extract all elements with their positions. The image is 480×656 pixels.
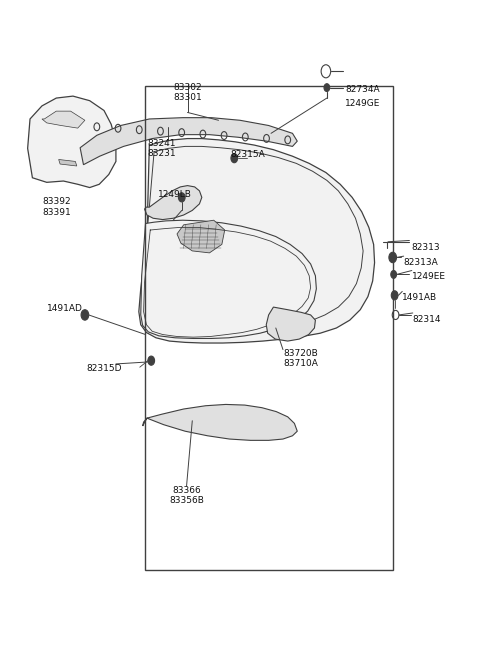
- Circle shape: [391, 291, 398, 300]
- Polygon shape: [80, 117, 297, 165]
- Circle shape: [231, 154, 238, 163]
- Polygon shape: [143, 405, 297, 440]
- Text: 1249LB: 1249LB: [158, 190, 192, 199]
- Text: 1491AD: 1491AD: [47, 304, 83, 313]
- Text: 1249EE: 1249EE: [412, 272, 446, 281]
- Polygon shape: [177, 220, 225, 253]
- Circle shape: [148, 356, 155, 365]
- Circle shape: [391, 270, 396, 278]
- Text: 83241
83231: 83241 83231: [147, 138, 176, 158]
- Text: 83366
83356B: 83366 83356B: [169, 486, 204, 506]
- Text: 82734A: 82734A: [345, 85, 380, 94]
- Text: 83392
83391: 83392 83391: [42, 197, 71, 216]
- Polygon shape: [266, 307, 315, 341]
- Polygon shape: [144, 186, 202, 220]
- Text: 83302
83301: 83302 83301: [173, 83, 202, 102]
- Polygon shape: [139, 138, 374, 343]
- Text: 83720B
83710A: 83720B 83710A: [283, 349, 318, 368]
- Polygon shape: [141, 220, 316, 338]
- Circle shape: [179, 193, 185, 202]
- Text: 82313A: 82313A: [404, 258, 438, 267]
- Circle shape: [389, 252, 396, 262]
- Text: 82315A: 82315A: [230, 150, 265, 159]
- Text: 82313: 82313: [412, 243, 441, 252]
- Text: 1491AB: 1491AB: [402, 293, 437, 302]
- Text: 82314: 82314: [413, 315, 441, 324]
- Text: 82315D: 82315D: [86, 364, 122, 373]
- Circle shape: [324, 84, 330, 92]
- Text: 1249GE: 1249GE: [345, 99, 380, 108]
- Polygon shape: [42, 111, 85, 128]
- Bar: [144, 87, 393, 569]
- Polygon shape: [59, 159, 77, 166]
- Circle shape: [81, 310, 89, 320]
- Polygon shape: [28, 96, 116, 188]
